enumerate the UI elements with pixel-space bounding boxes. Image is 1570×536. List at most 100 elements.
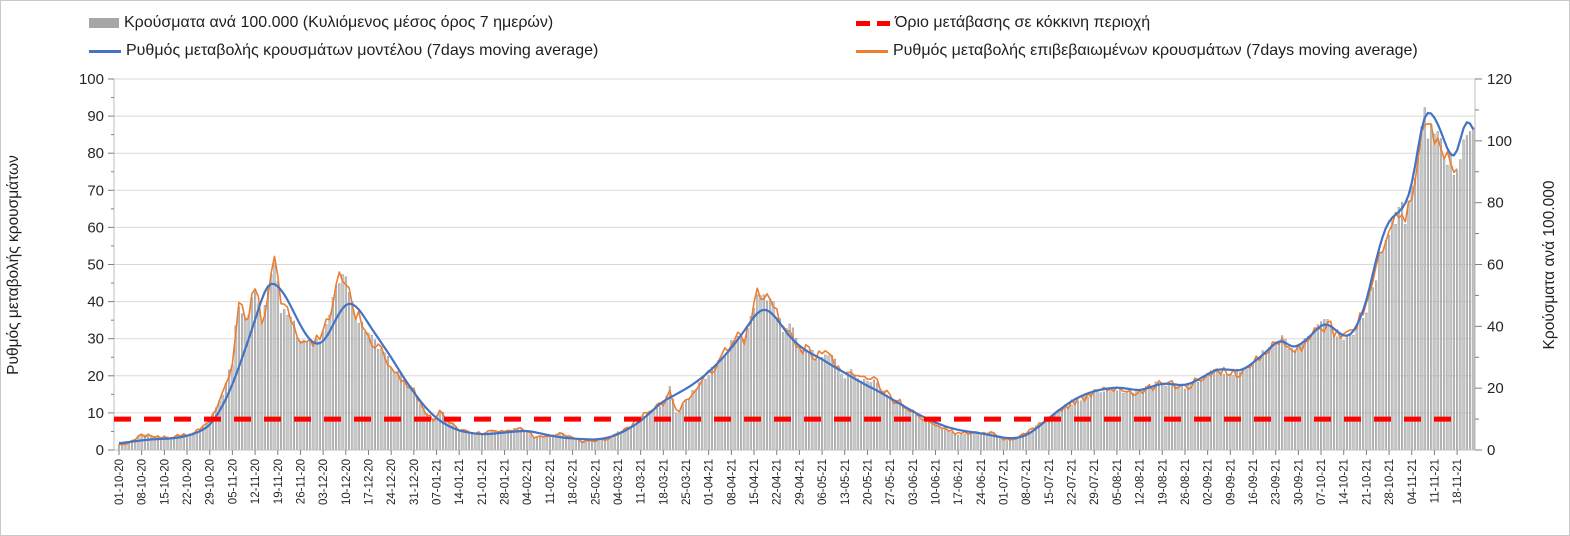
- x-tick-label: 03-06-21: [908, 459, 920, 505]
- y-left-tick-label: 80: [87, 145, 104, 162]
- bar: [137, 435, 140, 451]
- bar: [1041, 423, 1044, 451]
- bar: [1290, 348, 1293, 451]
- bar: [503, 432, 506, 451]
- bar: [1410, 185, 1413, 451]
- bar: [629, 426, 632, 451]
- bar: [830, 354, 833, 451]
- bar: [263, 305, 266, 451]
- bar: [707, 375, 710, 451]
- x-tick-label: 05-08-21: [1112, 459, 1124, 505]
- bar: [1051, 417, 1054, 451]
- bar: [127, 443, 130, 451]
- bar: [837, 365, 840, 451]
- x-tick-label: 15-10-20: [159, 459, 171, 505]
- bar: [1407, 200, 1410, 451]
- x-tick-label: 29-07-21: [1089, 459, 1101, 505]
- x-tick-label: 31-12-20: [409, 459, 421, 505]
- bar: [1413, 177, 1417, 451]
- bar: [406, 386, 409, 451]
- bar: [976, 433, 979, 451]
- bar: [944, 428, 947, 451]
- bar: [1018, 436, 1021, 451]
- x-tick-label: 22-07-21: [1067, 459, 1079, 505]
- bar: [347, 292, 351, 451]
- bar: [1200, 379, 1203, 451]
- bar: [1093, 390, 1096, 451]
- x-tick-label: 29-04-21: [794, 459, 806, 505]
- bar: [947, 429, 950, 451]
- bar: [1274, 341, 1277, 451]
- x-tick-label: 17-12-20: [363, 459, 375, 505]
- bar: [448, 419, 451, 451]
- bar: [1400, 202, 1404, 451]
- gray-bar-swatch-icon: [89, 18, 119, 28]
- bar: [1349, 334, 1352, 451]
- legend-column-right: Όριο μετάβασης σε κόκκινη περιοχή Ρυθμός…: [856, 9, 1418, 65]
- x-tick-label: 26-11-20: [295, 459, 307, 504]
- bar: [590, 441, 594, 451]
- y-left-axis-title: Ρυθμός μεταβολής κρουσμάτων: [5, 155, 22, 375]
- x-tick-label: 11-03-21: [636, 459, 648, 504]
- bar: [1436, 131, 1439, 451]
- y-left-tick-label: 60: [87, 219, 104, 236]
- bar: [882, 390, 885, 451]
- bar: [688, 397, 691, 451]
- bar: [720, 358, 723, 451]
- bar: [1345, 335, 1349, 451]
- bar: [704, 379, 707, 451]
- bar: [678, 410, 681, 451]
- bar: [1449, 152, 1452, 451]
- bar: [1462, 139, 1465, 451]
- bar: [312, 343, 315, 451]
- bar: [821, 357, 824, 451]
- bar: [1031, 429, 1034, 451]
- bar: [302, 339, 305, 451]
- bar: [250, 297, 253, 451]
- x-tick-label: 01-10-20: [114, 459, 126, 505]
- bar: [633, 424, 636, 451]
- legend-label: Κρούσματα ανά 100.000 (Κυλιόμενος μέσος …: [124, 14, 554, 31]
- bar: [1459, 159, 1462, 451]
- bar: [772, 301, 775, 451]
- bar: [1154, 381, 1157, 451]
- y-left-tick-label: 70: [87, 182, 104, 199]
- bar: [1213, 369, 1216, 451]
- bar: [1287, 348, 1290, 451]
- bar: [1183, 388, 1187, 451]
- bar: [386, 356, 389, 451]
- bar: [788, 323, 791, 451]
- bar: [529, 433, 532, 451]
- x-tick-label: 06-05-21: [817, 459, 829, 505]
- bar: [924, 418, 927, 451]
- bar: [435, 415, 438, 451]
- bar: [487, 432, 490, 451]
- bar: [578, 440, 581, 451]
- bar: [519, 429, 522, 451]
- bar: [1132, 392, 1135, 451]
- bar: [927, 420, 931, 451]
- bar: [432, 418, 435, 451]
- bar: [1161, 384, 1164, 451]
- bar: [1190, 382, 1193, 451]
- bar: [1339, 335, 1342, 451]
- bar: [1226, 374, 1229, 451]
- bar: [710, 367, 713, 451]
- x-tick-label: 15-04-21: [749, 459, 761, 505]
- x-tick-label: 24-12-20: [386, 459, 398, 505]
- bar: [344, 276, 347, 451]
- bar: [354, 318, 357, 451]
- bar: [817, 358, 820, 451]
- bar: [309, 338, 312, 451]
- x-tick-label: 07-01-21: [432, 459, 444, 505]
- bar: [1002, 439, 1005, 451]
- bar: [380, 348, 383, 451]
- bar: [266, 288, 270, 451]
- bar: [1417, 157, 1420, 451]
- bar: [461, 430, 464, 451]
- x-tick-label: 25-02-21: [590, 459, 602, 505]
- bar: [545, 436, 548, 451]
- bar: [1099, 392, 1102, 451]
- bar: [273, 262, 276, 451]
